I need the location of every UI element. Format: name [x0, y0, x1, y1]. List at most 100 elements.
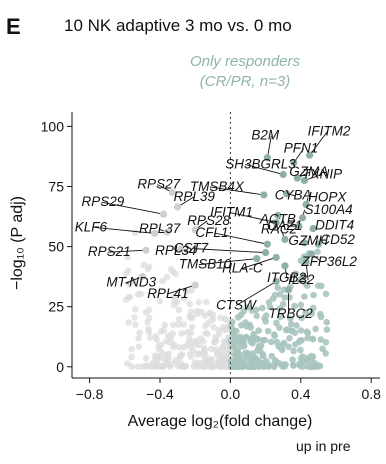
background-point: [262, 362, 270, 370]
background-point: [175, 306, 183, 314]
background-point: [123, 360, 131, 367]
background-point: [190, 363, 197, 370]
background-point: [177, 359, 184, 367]
background-point: [234, 338, 241, 346]
background-point: [316, 362, 324, 370]
gene-label: DDIT4: [315, 218, 354, 233]
gene-label: RAC2: [261, 221, 298, 236]
point-s100a4: [298, 214, 307, 222]
gene-label: PFN1: [284, 140, 319, 155]
background-point: [322, 350, 330, 357]
background-point: [193, 310, 201, 318]
leader-tmsb4x: [209, 186, 264, 196]
background-point: [215, 326, 223, 334]
background-point: [128, 353, 135, 361]
background-point: [217, 314, 224, 322]
background-point: [211, 338, 218, 346]
point-cfl1: [263, 240, 271, 248]
y-axis-title: −log₁₀ (P adj): [9, 196, 26, 290]
background-point: [214, 361, 222, 369]
background-point: [153, 336, 160, 344]
point-gzmh: [300, 239, 308, 247]
gene-label: TMSB4X: [190, 179, 245, 194]
background-point: [287, 320, 295, 328]
background-point: [297, 346, 304, 354]
point-il32: [302, 258, 310, 266]
background-point: [265, 299, 273, 306]
background-point: [187, 308, 195, 315]
background-point: [290, 347, 297, 355]
leader-ifitm2: [309, 130, 328, 156]
background-point: [135, 343, 143, 351]
background-point: [176, 344, 183, 351]
background-point: [291, 341, 299, 348]
leader-sh3bgrl3: [245, 164, 284, 175]
background-point: [310, 291, 317, 299]
background-point: [156, 298, 164, 305]
background-point: [122, 296, 130, 304]
background-point: [273, 338, 281, 346]
background-point: [187, 329, 195, 337]
background-point: [222, 316, 230, 323]
background-point: [290, 362, 297, 369]
x-axis-title: Average log₂(fold change): [128, 413, 313, 430]
background-point: [227, 337, 234, 345]
x-tick-label: 0.0: [221, 386, 241, 402]
background-point: [169, 330, 177, 337]
background-point: [158, 363, 165, 370]
gene-label: KLF6: [75, 219, 108, 234]
background-point: [322, 339, 330, 346]
background-point: [145, 263, 153, 271]
background-point: [289, 356, 296, 364]
gene-label: RPS21: [88, 244, 131, 259]
background-point: [148, 363, 156, 370]
background-point: [131, 314, 138, 321]
x-tick-label: 0.4: [291, 386, 311, 402]
subtitle-line-1: Only responders: [189, 53, 301, 70]
background-point: [186, 300, 193, 308]
background-point: [128, 345, 135, 353]
point-rps28: [191, 226, 199, 234]
background-point: [173, 298, 181, 306]
background-point: [137, 290, 145, 298]
background-point: [208, 363, 215, 371]
gene-label: HLA-C: [222, 260, 263, 275]
point-mt-nd3: [138, 273, 146, 281]
background-point: [259, 304, 266, 312]
background-point: [259, 352, 267, 360]
gene-label: CTSW: [216, 297, 257, 312]
background-point: [122, 270, 130, 278]
background-point: [301, 293, 308, 300]
background-point: [291, 329, 299, 337]
background-point: [298, 337, 305, 344]
background-point: [178, 330, 185, 337]
background-point: [136, 329, 143, 337]
gene-label: TXNIP: [302, 167, 342, 182]
background-point: [302, 309, 309, 316]
point-cyba: [283, 190, 291, 198]
background-point: [217, 349, 225, 356]
gene-label: CFL1: [195, 225, 228, 240]
leader-cst7: [193, 248, 266, 254]
background-point: [298, 314, 306, 322]
background-point: [202, 363, 209, 370]
leader-rps21: [107, 249, 146, 253]
background-point: [282, 326, 290, 334]
background-point: [262, 312, 270, 319]
y-tick-label: 25: [48, 299, 64, 315]
background-point: [200, 337, 207, 345]
background-point: [287, 315, 294, 323]
point-hla-c: [272, 253, 280, 262]
background-point: [276, 324, 283, 332]
point-actb: [274, 211, 282, 219]
gene-label: RPL39: [174, 189, 216, 204]
background-point: [323, 318, 331, 326]
background-point: [188, 315, 196, 322]
background-point: [163, 273, 171, 281]
background-point: [310, 304, 317, 312]
background-point: [144, 319, 151, 326]
gene-label: RPS28: [187, 213, 230, 228]
gene-label: OAZ1: [267, 218, 302, 233]
gene-label: GZMA: [289, 164, 328, 179]
background-point: [139, 363, 147, 370]
